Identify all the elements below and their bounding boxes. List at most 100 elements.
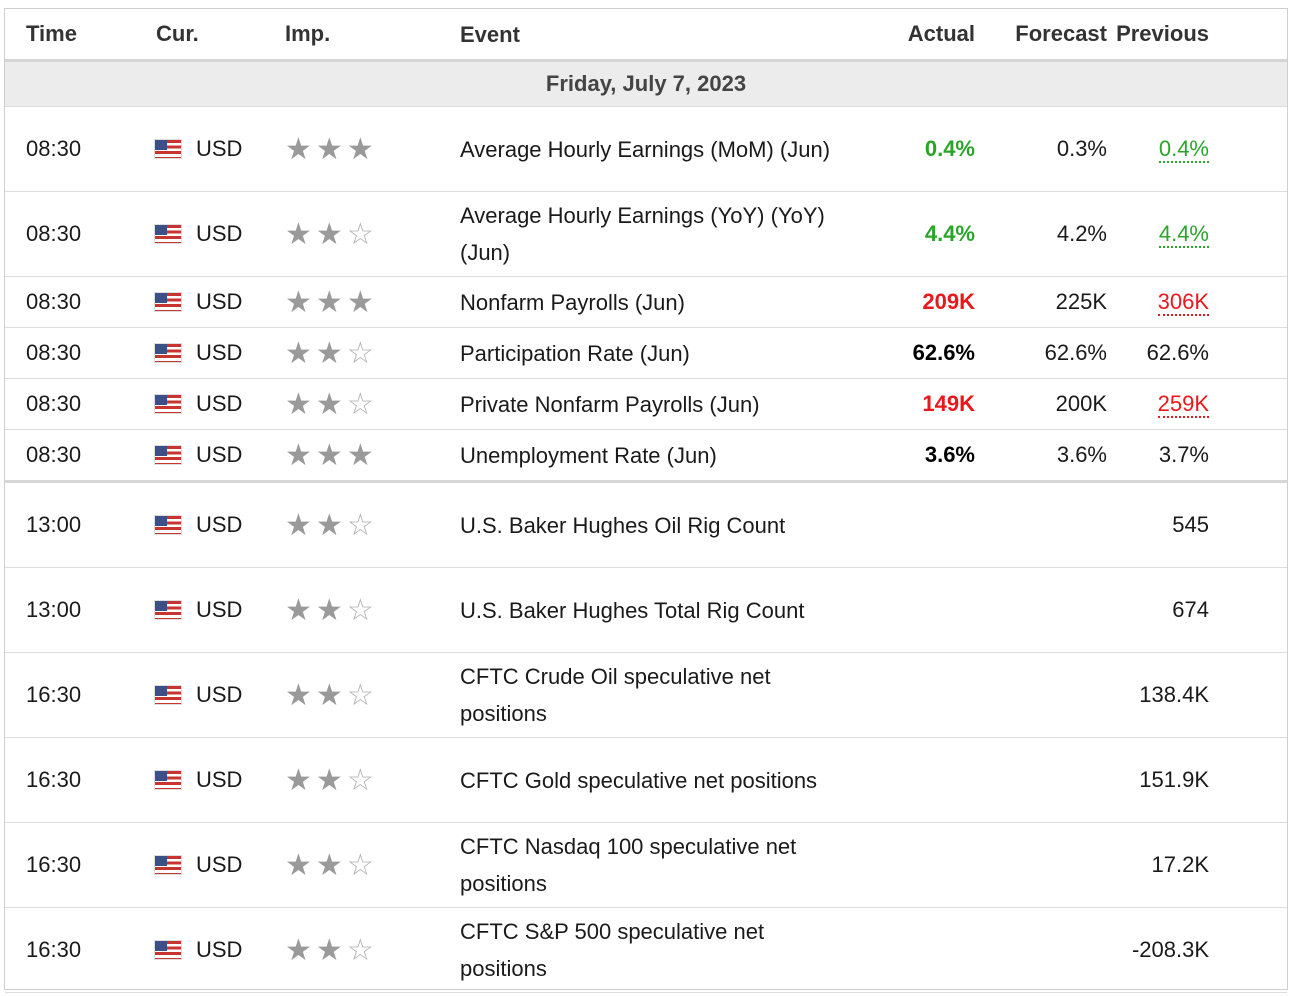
event-time: 08:30 [5, 327, 154, 379]
star-filled-icon: ★ [285, 593, 316, 627]
actual-value-text: 209K [922, 289, 975, 314]
star-empty-icon: ☆ [346, 848, 378, 882]
star-filled-icon: ★ [315, 438, 347, 472]
us-flag-icon [154, 292, 182, 312]
actual-value [840, 737, 975, 823]
star-empty-icon: ☆ [346, 508, 378, 542]
us-flag-icon [154, 515, 182, 535]
event-name[interactable]: U.S. Baker Hughes Oil Rig Count [460, 481, 840, 568]
actual-value: 209K [840, 276, 975, 328]
star-empty-icon: ☆ [346, 933, 378, 967]
star-empty-icon: ☆ [346, 387, 378, 421]
event-time: 13:00 [5, 481, 154, 568]
importance-stars: ★★★ [285, 106, 460, 192]
actual-value-text: 3.6% [924, 442, 975, 467]
currency-code: USD [196, 597, 243, 622]
currency-code: USD [196, 682, 243, 707]
star-filled-icon: ★ [285, 678, 316, 712]
star-filled-icon: ★ [285, 508, 316, 542]
date-row: Friday, July 7, 2023 [5, 60, 1287, 107]
table-row[interactable]: 08:30 USD ★★☆ Participation Rate (Jun) 6… [5, 327, 1287, 379]
previous-value[interactable]: 306K [1107, 276, 1287, 328]
event-name[interactable]: U.S. Baker Hughes Total Rig Count [460, 567, 840, 653]
currency-code: USD [196, 221, 243, 246]
table-row[interactable]: 08:30 USD ★★☆ Private Nonfarm Payrolls (… [5, 378, 1287, 430]
previous-value[interactable]: 4.4% [1107, 191, 1287, 277]
star-filled-icon: ★ [285, 933, 316, 967]
header-forecast[interactable]: Forecast [975, 9, 1107, 62]
forecast-value [975, 567, 1107, 653]
previous-value: 674 [1107, 567, 1287, 653]
event-name[interactable]: Unemployment Rate (Jun) [460, 429, 840, 483]
previous-value: 151.9K [1107, 737, 1287, 823]
actual-value: 3.6% [840, 429, 975, 483]
importance-stars: ★★☆ [285, 378, 460, 430]
star-filled-icon: ★ [315, 336, 347, 370]
event-name[interactable]: Average Hourly Earnings (MoM) (Jun) [460, 106, 840, 192]
actual-value [840, 907, 975, 993]
previous-value-text: 17.2K [1151, 852, 1210, 877]
star-filled-icon: ★ [315, 848, 347, 882]
forecast-value: 4.2% [975, 191, 1107, 277]
table-row[interactable]: 16:30 USD ★★☆ CFTC S&P 500 speculative n… [5, 907, 1287, 993]
table-row[interactable]: 08:30 USD ★★★ Average Hourly Earnings (M… [5, 106, 1287, 192]
star-filled-icon: ★ [346, 132, 378, 166]
header-previous[interactable]: Previous [1107, 9, 1287, 62]
importance-stars: ★★★ [285, 429, 460, 483]
currency-cell: USD [154, 652, 285, 738]
currency-code: USD [196, 136, 243, 161]
event-name[interactable]: Nonfarm Payrolls (Jun) [460, 276, 840, 328]
event-name[interactable]: CFTC Gold speculative net positions [460, 737, 840, 823]
event-time: 13:00 [5, 567, 154, 653]
table-row[interactable]: 16:30 USD ★★☆ CFTC Crude Oil speculative… [5, 652, 1287, 738]
us-flag-icon [154, 685, 182, 705]
forecast-value [975, 481, 1107, 568]
table-row[interactable]: 16:30 USD ★★☆ CFTC Gold speculative net … [5, 737, 1287, 823]
star-filled-icon: ★ [285, 132, 316, 166]
previous-value-text[interactable]: 306K [1157, 289, 1209, 316]
previous-value-text[interactable]: 4.4% [1158, 221, 1209, 248]
previous-value-text: 674 [1172, 597, 1209, 622]
table-row[interactable]: 16:30 USD ★★☆ CFTC Nasdaq 100 speculativ… [5, 822, 1287, 908]
star-empty-icon: ☆ [346, 336, 378, 370]
event-time: 08:30 [5, 429, 154, 483]
previous-value[interactable]: 0.4% [1107, 106, 1287, 192]
previous-value-text[interactable]: 259K [1157, 391, 1209, 418]
table-row[interactable]: 13:00 USD ★★☆ U.S. Baker Hughes Total Ri… [5, 567, 1287, 653]
actual-value-text: 149K [922, 391, 975, 416]
us-flag-icon [154, 855, 182, 875]
table-row[interactable]: 13:00 USD ★★☆ U.S. Baker Hughes Oil Rig … [5, 481, 1287, 568]
actual-value [840, 567, 975, 653]
currency-cell: USD [154, 191, 285, 277]
event-name[interactable]: Average Hourly Earnings (YoY) (YoY) (Jun… [460, 191, 840, 277]
header-time[interactable]: Time [5, 9, 154, 62]
actual-value [840, 481, 975, 568]
event-name[interactable]: Participation Rate (Jun) [460, 327, 840, 379]
table-row[interactable]: 08:30 USD ★★★ Unemployment Rate (Jun) 3.… [5, 429, 1287, 483]
previous-value[interactable]: 259K [1107, 378, 1287, 430]
header-event[interactable]: Event [460, 9, 840, 62]
event-name[interactable]: CFTC Nasdaq 100 speculative net position… [460, 822, 840, 908]
star-filled-icon: ★ [285, 438, 316, 472]
event-name[interactable]: Private Nonfarm Payrolls (Jun) [460, 378, 840, 430]
star-filled-icon: ★ [315, 763, 347, 797]
table-row[interactable]: 08:30 USD ★★☆ Average Hourly Earnings (Y… [5, 191, 1287, 277]
forecast-value [975, 907, 1107, 993]
previous-value-text[interactable]: 0.4% [1158, 136, 1209, 163]
currency-cell: USD [154, 327, 285, 379]
importance-stars: ★★☆ [285, 822, 460, 908]
currency-cell: USD [154, 567, 285, 653]
currency-code: USD [196, 340, 243, 365]
header-currency[interactable]: Cur. [154, 9, 285, 62]
event-name[interactable]: CFTC S&P 500 speculative net positions [460, 907, 840, 993]
table-row[interactable]: 08:30 USD ★★★ Nonfarm Payrolls (Jun) 209… [5, 276, 1287, 328]
event-time: 08:30 [5, 276, 154, 328]
header-importance[interactable]: Imp. [285, 9, 460, 62]
currency-code: USD [196, 391, 243, 416]
currency-code: USD [196, 512, 243, 537]
star-filled-icon: ★ [315, 593, 347, 627]
event-name[interactable]: CFTC Crude Oil speculative net positions [460, 652, 840, 738]
header-actual[interactable]: Actual [840, 9, 975, 62]
currency-code: USD [196, 442, 243, 467]
actual-value-text: 62.6% [912, 340, 975, 365]
